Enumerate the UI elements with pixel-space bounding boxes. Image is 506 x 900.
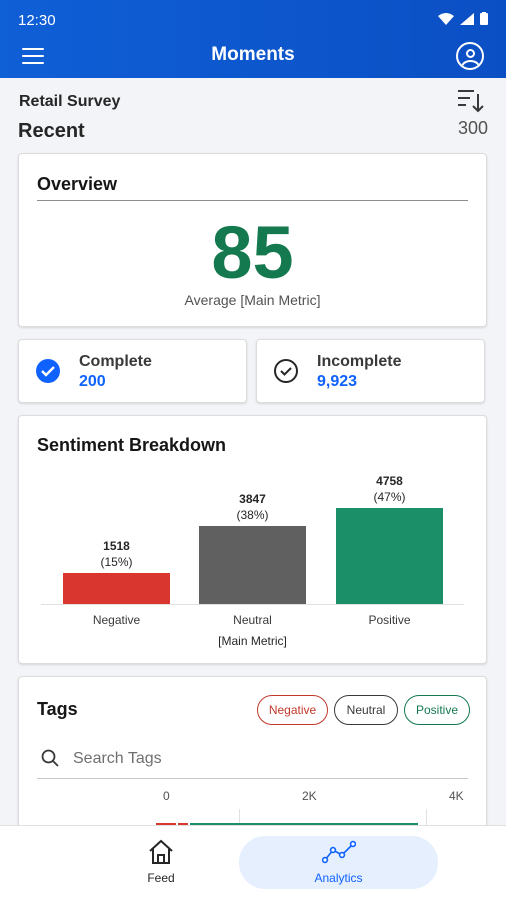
- status-bar: 12:30: [0, 0, 506, 38]
- complete-label: Complete: [79, 353, 152, 370]
- bar-neutral[interactable]: [199, 526, 306, 604]
- signal-icon: [460, 12, 474, 25]
- category-label: Positive: [368, 613, 411, 627]
- bar-negative[interactable]: [63, 573, 170, 604]
- tag-bar-negative: [178, 823, 188, 825]
- sentiment-card: Sentiment Breakdown 1518 (15%) Negative 384…: [18, 415, 487, 664]
- chart-baseline: [41, 604, 464, 605]
- nav-feed-label: Feed: [147, 871, 175, 885]
- filter-positive-chip[interactable]: Positive: [404, 695, 470, 725]
- wifi-icon: [438, 12, 454, 25]
- incomplete-label: Incomplete: [317, 353, 402, 370]
- overview-value: 85: [211, 211, 294, 294]
- overview-caption: Average [Main Metric]: [184, 292, 321, 308]
- filter-negative-chip[interactable]: Negative: [257, 695, 328, 725]
- bar-percent-label: (38%): [236, 508, 269, 522]
- status-icons: [438, 12, 488, 25]
- grid-line: [239, 809, 240, 827]
- bar-positive[interactable]: [336, 508, 443, 604]
- tag-bar-negative: [156, 823, 176, 825]
- response-count: 300: [457, 118, 488, 138]
- tag-bar-positive: [190, 823, 418, 825]
- check-outline-icon: [274, 359, 298, 383]
- bar-percent-label: (47%): [373, 490, 406, 504]
- status-time: 12:30: [18, 12, 56, 29]
- profile-icon[interactable]: [456, 42, 484, 70]
- survey-name: Retail Survey: [19, 93, 121, 110]
- bar-value-label: 4758: [376, 474, 403, 488]
- incomplete-value: 9,923: [317, 373, 358, 390]
- app-title: Moments: [211, 44, 295, 65]
- check-filled-icon: [36, 359, 60, 383]
- bar-percent-label: (15%): [100, 555, 133, 569]
- section-title: Recent: [18, 120, 85, 142]
- complete-value: 200: [79, 373, 106, 390]
- bottom-nav: Feed Analytics: [0, 825, 506, 900]
- nav-feed[interactable]: Feed: [112, 836, 210, 888]
- sort-icon[interactable]: [456, 88, 484, 114]
- bar-value-label: 1518: [103, 539, 130, 553]
- chart-xlabel: [Main Metric]: [218, 634, 287, 648]
- nav-analytics[interactable]: Analytics: [239, 836, 438, 889]
- tick-label: 4K: [449, 789, 464, 803]
- tags-card: Tags Negative Neutral Positive 0 2K 4K: [18, 676, 487, 836]
- tags-axis: 0 2K 4K: [19, 789, 486, 805]
- complete-card[interactable]: Complete 200: [18, 339, 247, 403]
- category-label: Neutral: [233, 613, 272, 627]
- tags-title: Tags: [37, 699, 78, 719]
- category-label: Negative: [92, 613, 141, 627]
- filter-neutral-chip[interactable]: Neutral: [334, 695, 398, 725]
- tick-label: 0: [163, 789, 170, 803]
- search-input[interactable]: [73, 747, 453, 771]
- sentiment-title: Sentiment Breakdown: [37, 435, 227, 455]
- search-bar: [37, 739, 468, 779]
- divider: [37, 200, 468, 201]
- app-bar: Moments: [0, 38, 506, 78]
- menu-icon[interactable]: [22, 48, 44, 66]
- tick-label: 2K: [302, 789, 317, 803]
- battery-icon: [480, 12, 488, 25]
- analytics-icon: [321, 840, 356, 864]
- overview-card: Overview 85 Average [Main Metric]: [18, 153, 487, 327]
- nav-analytics-label: Analytics: [314, 871, 363, 885]
- bar-value-label: 3847: [239, 492, 266, 506]
- search-icon: [41, 749, 59, 767]
- home-icon: [149, 839, 173, 864]
- grid-line: [426, 809, 427, 827]
- incomplete-card[interactable]: Incomplete 9,923: [256, 339, 485, 403]
- overview-title: Overview: [37, 174, 118, 194]
